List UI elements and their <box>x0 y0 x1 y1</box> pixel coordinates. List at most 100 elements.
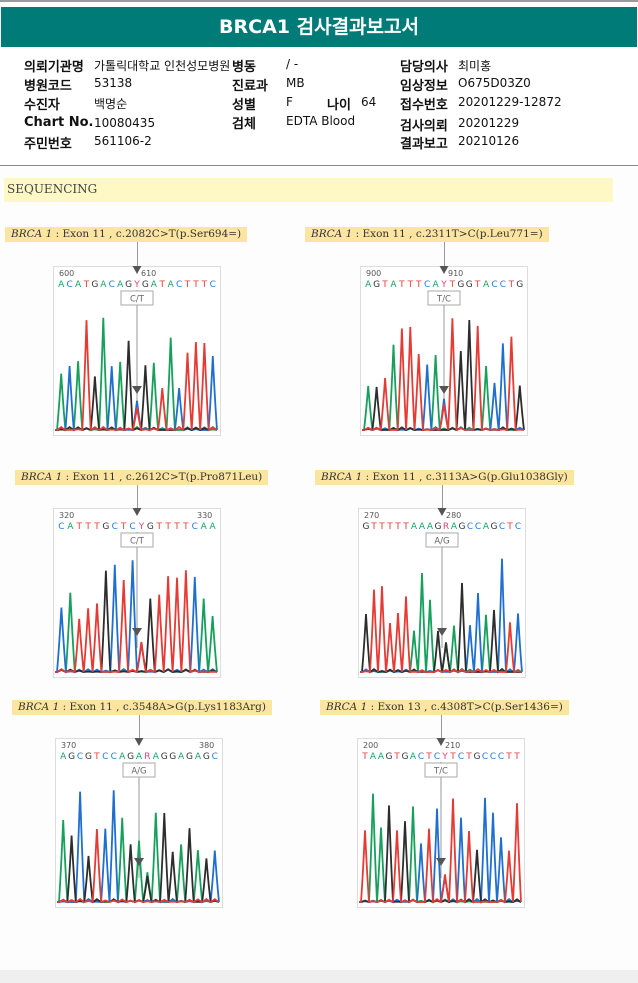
top-arrow-icon <box>437 508 447 516</box>
base-call: G <box>386 752 393 762</box>
base-call: T <box>465 752 472 762</box>
gene-name: BRCA 1 <box>326 701 368 713</box>
base-call: T <box>513 752 520 762</box>
base-call: T <box>505 752 512 762</box>
base-call: A <box>151 280 158 290</box>
base-call: A <box>67 522 74 532</box>
base-call: R <box>443 522 449 532</box>
variant-label: BRCA 1 : Exon 11 , c.2082C>T(p.Ser694=) <box>5 227 248 242</box>
header-separator <box>0 165 638 166</box>
base-call: G <box>435 522 442 532</box>
base-call: G <box>203 752 210 762</box>
variant-label: BRCA 1 : Exon 11 , c.2311T>C(p.Leu771=) <box>305 227 549 242</box>
top-arrow-icon <box>439 266 449 274</box>
variant-detail: : Exon 11 , c.2612C>T(p.Pro871Leu) <box>62 471 263 483</box>
gene-name: BRCA 1 <box>321 471 363 483</box>
trace-t <box>55 320 218 432</box>
base-call: G <box>68 752 75 762</box>
position-start: 600 <box>59 269 74 278</box>
connector-line <box>441 715 442 738</box>
base-call: G <box>474 752 481 762</box>
position-mid: 610 <box>141 269 156 278</box>
variant-arrow-icon <box>132 628 142 636</box>
connector-line <box>444 242 445 266</box>
base-call: Y <box>133 280 140 290</box>
base-call: T <box>83 280 90 290</box>
position-start: 370 <box>61 741 76 750</box>
variant-arrow-icon <box>439 386 449 394</box>
base-call: T <box>449 280 456 290</box>
base-call: A <box>209 522 216 532</box>
base-call: T <box>407 280 414 290</box>
base-call: G <box>363 522 370 532</box>
base-call: T <box>93 522 100 532</box>
variant-label: BRCA 1 : Exon 11 , c.3548A>G(p.Lys1183Ar… <box>12 700 272 715</box>
base-call: C <box>176 280 182 290</box>
base-call: T <box>184 280 191 290</box>
base-call: A <box>370 752 377 762</box>
base-call: T <box>155 522 162 532</box>
base-call: C <box>475 522 481 532</box>
base-call: T <box>173 522 180 532</box>
base-call: G <box>186 752 193 762</box>
base-call: C <box>458 752 464 762</box>
connector-line <box>139 715 140 738</box>
position-start: 200 <box>363 741 378 750</box>
variant-arrow-icon <box>437 628 447 636</box>
department-value: MB <box>286 76 305 90</box>
base-call: A <box>365 280 372 290</box>
base-call: A <box>60 752 67 762</box>
call-box <box>424 762 458 778</box>
call-text: A/G <box>434 537 449 547</box>
gene-name: BRCA 1 <box>18 701 60 713</box>
institution-label: 의뢰기관명 <box>24 60 84 75</box>
base-call: T <box>474 280 481 290</box>
base-call: A <box>419 522 426 532</box>
base-call: T <box>386 522 393 532</box>
base-call: T <box>425 752 432 762</box>
base-call: T <box>192 280 199 290</box>
base-call: A <box>119 752 126 762</box>
base-call: A <box>58 280 65 290</box>
chromatogram: 200 210 T A A G T G A C T C Y T C T G C C C T T T/C <box>357 738 525 908</box>
position-mid: 330 <box>197 511 212 520</box>
variant-arrow-icon <box>436 858 446 866</box>
result-label: 결과보고 <box>400 137 448 152</box>
base-call: C <box>109 280 115 290</box>
base-call: C <box>491 280 497 290</box>
patient-value: 백명순 <box>94 97 128 111</box>
base-call: T <box>506 522 513 532</box>
base-call: G <box>459 522 466 532</box>
base-call: T <box>93 752 100 762</box>
base-call: C <box>500 280 506 290</box>
section-title: SEQUENCING <box>4 178 613 202</box>
base-call: A <box>432 280 439 290</box>
chromatogram: 270 280 G T T T T T A A A G R A G C C A G C T C A/G <box>358 508 526 678</box>
footer-strip <box>0 970 638 983</box>
variant-arrow-icon <box>134 858 144 866</box>
call-box <box>427 290 461 306</box>
base-call: T <box>164 522 171 532</box>
base-call: T <box>393 752 400 762</box>
base-call: G <box>402 752 409 762</box>
base-call: C <box>490 752 496 762</box>
position-mid: 910 <box>448 269 463 278</box>
call-text: C/T <box>130 295 145 305</box>
variant-arrow-icon <box>132 386 142 394</box>
variant-label: BRCA 1 : Exon 11 , c.2612C>T(p.Pro871Leu… <box>15 470 269 485</box>
base-call: A <box>168 280 175 290</box>
base-call: A <box>483 280 490 290</box>
base-call: T <box>201 280 208 290</box>
top-arrow-icon <box>132 266 142 274</box>
base-call: G <box>91 280 98 290</box>
base-call: A <box>153 752 160 762</box>
base-call: G <box>85 752 92 762</box>
patient-label: 수진자 <box>24 98 60 113</box>
top-arrow-icon <box>134 738 144 746</box>
position-mid: 210 <box>445 741 460 750</box>
base-call: C <box>434 752 440 762</box>
trace-t <box>359 798 522 904</box>
gene-name: BRCA 1 <box>311 228 353 240</box>
